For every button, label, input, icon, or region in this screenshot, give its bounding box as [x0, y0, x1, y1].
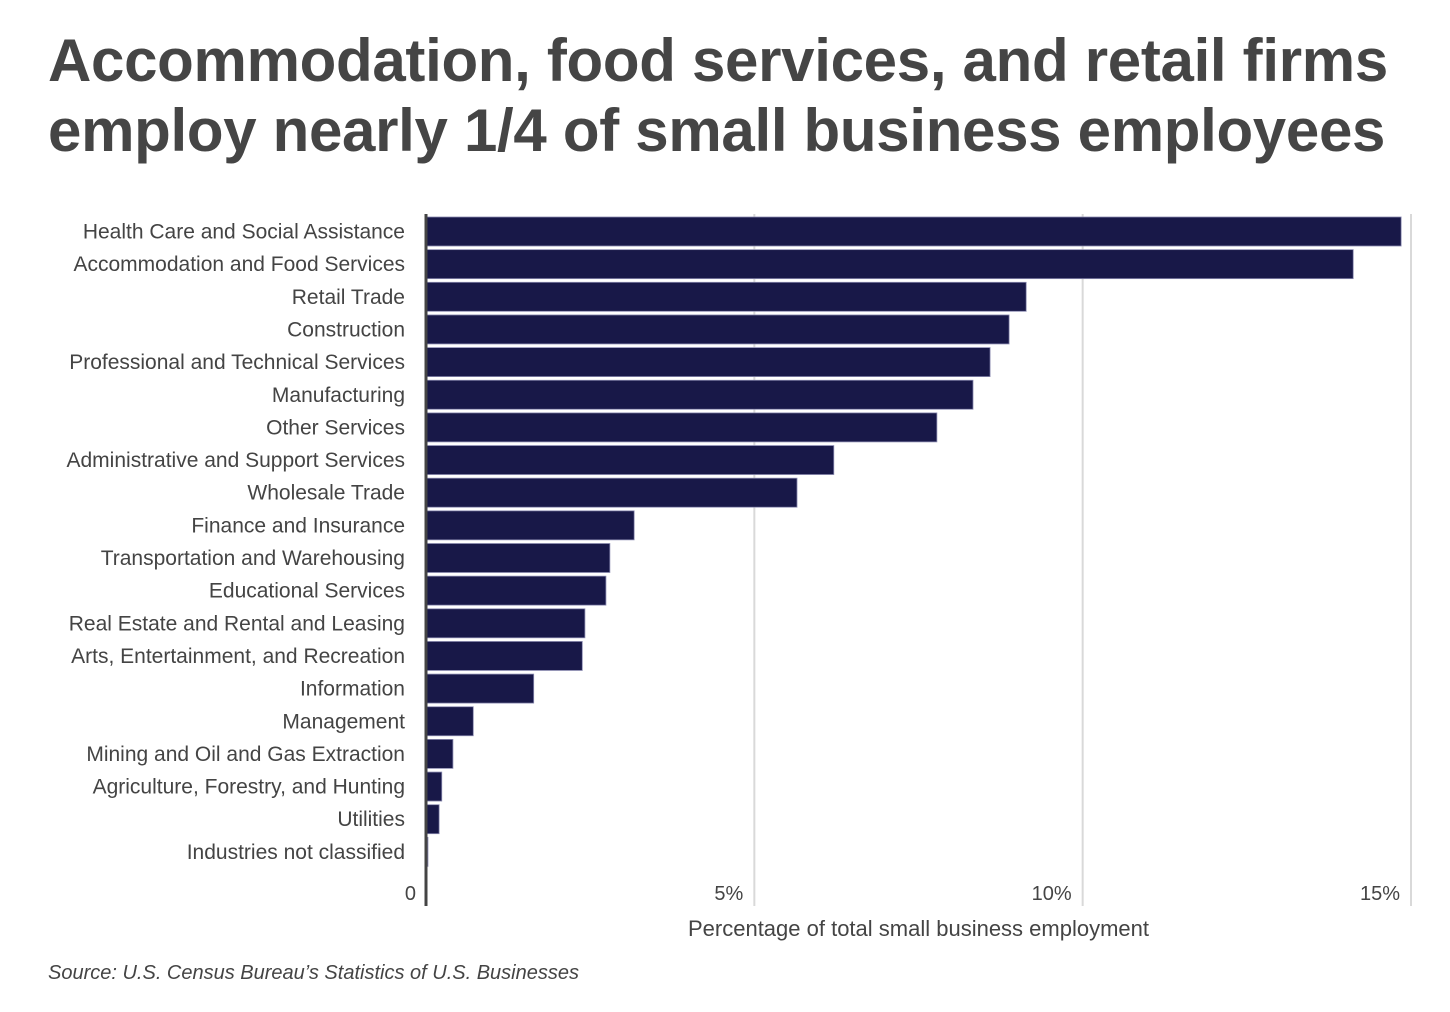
- category-label: Construction: [287, 318, 405, 341]
- x-tick-label: 0: [405, 883, 416, 905]
- bar: [425, 641, 583, 671]
- category-label: Finance and Insurance: [191, 514, 405, 537]
- chart-title: Accommodation, food services, and retail…: [48, 27, 1388, 164]
- bar: [425, 706, 474, 737]
- category-label: Administrative and Support Services: [67, 449, 406, 472]
- category-label: Manufacturing: [272, 384, 405, 407]
- bars: [425, 216, 1402, 867]
- category-label: Information: [300, 678, 405, 701]
- category-label: Wholesale Trade: [247, 482, 405, 505]
- category-label: Other Services: [266, 416, 405, 439]
- x-tick-label: 10%: [1032, 883, 1072, 905]
- bar: [425, 673, 535, 704]
- bar: [425, 412, 938, 443]
- category-label: Retail Trade: [292, 286, 405, 309]
- bar: [425, 216, 1402, 247]
- category-label: Mining and Oil and Gas Extraction: [86, 743, 405, 766]
- category-label: Professional and Technical Services: [69, 351, 405, 374]
- bar: [425, 314, 1010, 345]
- bar: [425, 281, 1027, 312]
- x-tick-labels: 0 5% 10% 15%: [405, 883, 1400, 905]
- category-label: Utilities: [337, 808, 405, 831]
- bar: [425, 771, 443, 802]
- category-label: Real Estate and Rental and Leasing: [69, 612, 405, 635]
- category-label: Accommodation and Food Services: [74, 253, 406, 276]
- bar: [425, 249, 1354, 280]
- category-label: Industries not classified: [187, 841, 405, 864]
- bar: [425, 477, 798, 508]
- bar: [425, 543, 611, 573]
- source-note: Source: U.S. Census Bureau’s Statistics …: [48, 962, 579, 984]
- x-axis-title: Percentage of total small business emplo…: [687, 916, 1149, 941]
- bar: [425, 379, 974, 410]
- category-label: Agriculture, Forestry, and Hunting: [93, 776, 405, 799]
- bar: [425, 608, 586, 639]
- bar: [425, 575, 607, 606]
- category-label: Transportation and Warehousing: [101, 547, 405, 570]
- bar: [425, 804, 440, 835]
- x-tick-label: 5%: [714, 883, 743, 905]
- category-label: Health Care and Social Assistance: [83, 221, 405, 244]
- category-labels: Health Care and Social Assistance Accommo…: [67, 221, 406, 864]
- bar: [425, 445, 835, 475]
- bar: [425, 739, 454, 769]
- category-label: Management: [282, 710, 405, 733]
- bar: [425, 510, 635, 541]
- category-label: Educational Services: [209, 580, 405, 603]
- category-label: Arts, Entertainment, and Recreation: [71, 645, 405, 668]
- x-tick-label: 15%: [1360, 883, 1400, 905]
- bar: [425, 347, 991, 378]
